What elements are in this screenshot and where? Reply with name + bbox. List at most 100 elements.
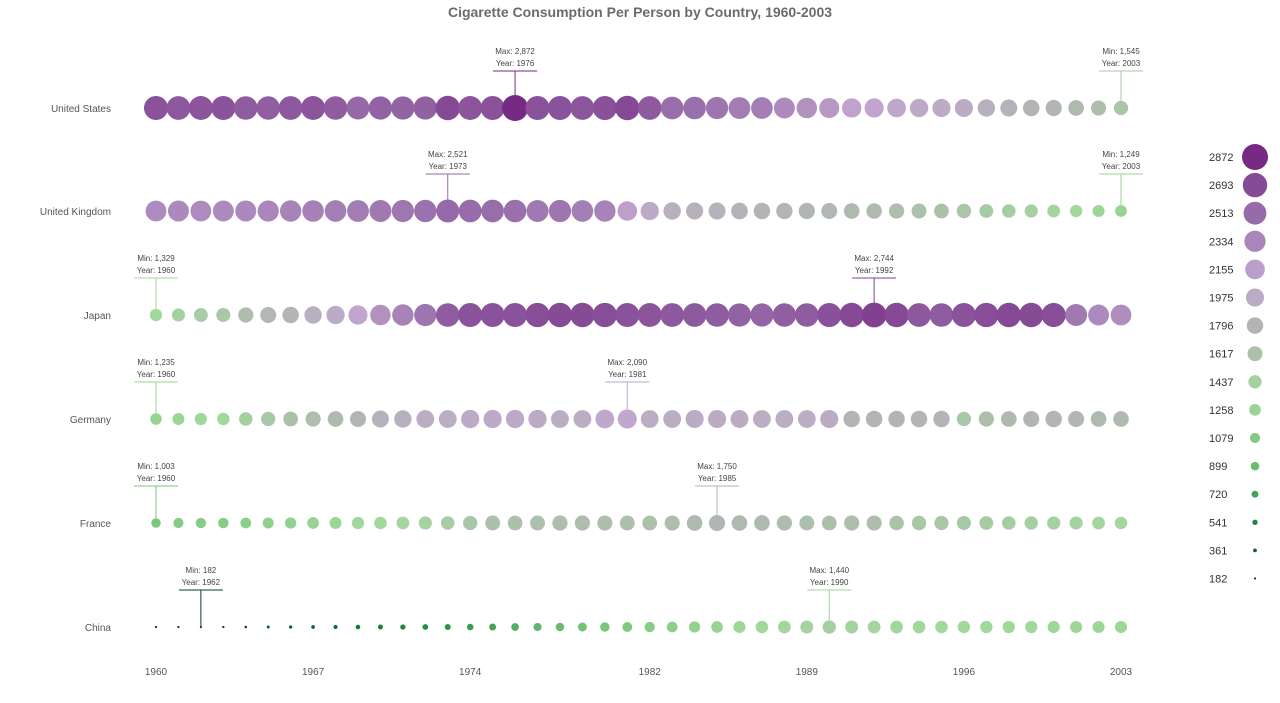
data-point: [577, 622, 587, 632]
legend-swatch: [1245, 288, 1265, 307]
data-point: [304, 306, 322, 324]
data-point: [1047, 620, 1060, 634]
data-point: [686, 515, 703, 531]
annotation-year-label: Year: 1990: [810, 578, 849, 587]
data-point: [1000, 411, 1017, 427]
data-point: [348, 305, 368, 325]
data-point: [327, 411, 344, 427]
data-point: [911, 515, 927, 531]
chart-title: Cigarette Consumption Per Person by Coun…: [448, 4, 832, 20]
data-point: [1001, 516, 1016, 530]
data-point: [731, 515, 748, 531]
data-point: [753, 202, 771, 220]
legend-label: 2334: [1209, 236, 1233, 248]
data-point: [1019, 302, 1044, 328]
x-tick-label: 2003: [1110, 667, 1133, 678]
data-point: [617, 409, 637, 429]
data-point: [391, 96, 415, 120]
data-point: [151, 518, 161, 528]
annotation-value-label: Min: 1,545: [1102, 47, 1140, 56]
data-point: [890, 620, 903, 634]
legend-label: 2872: [1209, 152, 1233, 164]
data-point: [1045, 410, 1062, 428]
data-point: [149, 308, 163, 322]
legend-swatch: [1244, 230, 1266, 252]
data-point: [461, 409, 480, 429]
data-point: [525, 95, 550, 121]
data-point: [1022, 99, 1040, 117]
data-point: [664, 515, 680, 531]
data-point: [911, 203, 927, 219]
data-point: [799, 515, 815, 531]
legend-swatch: [1246, 317, 1264, 334]
data-point: [436, 199, 460, 223]
data-point: [217, 412, 230, 426]
data-point: [705, 303, 729, 327]
data-point: [177, 625, 180, 629]
data-point: [349, 410, 367, 428]
data-point: [283, 411, 299, 427]
data-point: [728, 97, 751, 119]
data-point: [392, 304, 414, 326]
data-point: [302, 200, 324, 222]
data-point: [555, 622, 565, 632]
data-point: [800, 620, 814, 634]
legend-swatch: [1247, 346, 1263, 362]
x-tick-label: 1982: [639, 667, 662, 678]
legend-label: 899: [1209, 461, 1227, 473]
data-point: [1091, 100, 1107, 116]
data-point: [351, 516, 365, 530]
data-point: [570, 302, 595, 328]
data-point: [912, 620, 926, 634]
data-point: [235, 200, 257, 222]
data-point: [463, 515, 478, 531]
data-point: [394, 410, 412, 428]
data-point: [329, 517, 342, 529]
data-point: [755, 620, 769, 634]
data-point: [485, 515, 501, 531]
data-point: [324, 200, 347, 222]
data-point: [1045, 99, 1062, 117]
data-point: [218, 517, 229, 529]
data-point: [528, 409, 547, 429]
data-point: [526, 199, 549, 223]
data-point: [418, 516, 432, 530]
data-point: [193, 308, 208, 322]
annotation-value-label: Max: 2,744: [854, 254, 894, 263]
legend-label: 1796: [1209, 321, 1233, 333]
legend-swatch: [1243, 201, 1267, 225]
annotation-value-label: Max: 1,440: [809, 566, 849, 575]
legend-swatch: [1242, 144, 1268, 170]
data-point: [480, 302, 505, 328]
data-point: [615, 302, 640, 328]
data-point: [222, 625, 225, 629]
annotation-year-label: Year: 1960: [137, 266, 176, 275]
data-point: [1092, 620, 1105, 634]
data-point: [689, 621, 701, 633]
data-point: [1088, 304, 1110, 326]
country-row: China Min: 182 Year: 1962 Max: 1,440 Year: 1…: [85, 566, 1128, 634]
data-point: [466, 623, 474, 631]
data-point: [954, 98, 973, 118]
annotation-value-label: Min: 1,003: [137, 462, 175, 471]
data-point: [305, 411, 321, 427]
data-point: [775, 410, 794, 428]
legend-swatch: [1253, 577, 1257, 580]
data-point: [282, 306, 299, 324]
data-point: [821, 203, 838, 219]
data-point: [663, 410, 682, 428]
data-point: [956, 203, 972, 219]
data-point: [934, 515, 949, 531]
data-point: [377, 624, 383, 630]
legend-swatch: [1242, 172, 1268, 198]
legend-label: 1975: [1209, 293, 1233, 305]
data-point: [172, 413, 185, 425]
country-label: Germany: [70, 415, 111, 426]
annotation-value-label: Max: 2,521: [428, 150, 468, 159]
data-point: [323, 96, 348, 120]
data-point: [1069, 516, 1083, 530]
data-point: [707, 409, 727, 429]
country-row: United Kingdom Max: 2,521 Year: 1973 Min: 1…: [40, 150, 1143, 223]
data-point: [682, 303, 707, 327]
